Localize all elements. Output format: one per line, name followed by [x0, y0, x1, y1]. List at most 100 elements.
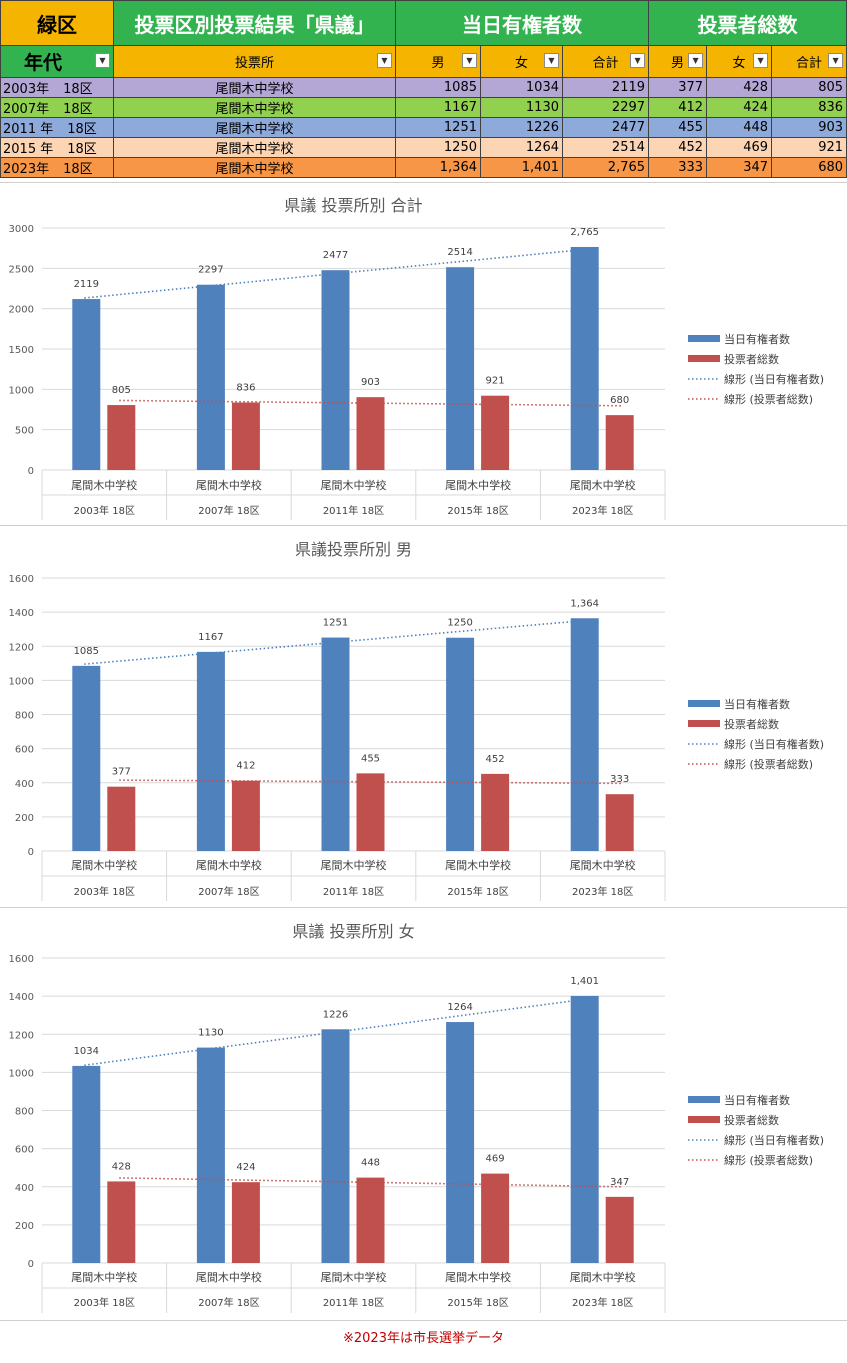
place-header-label: 投票所 — [234, 56, 274, 71]
y-tick-label: 1500 — [9, 345, 34, 356]
category-group-label: 2023年 18区 — [572, 1296, 633, 1309]
voters-total-cell[interactable]: 2514 — [561, 137, 650, 158]
voters-male-label: 男 — [431, 56, 445, 71]
data-label: 424 — [236, 1162, 255, 1173]
voters-male-header[interactable]: 男 ▼ — [395, 45, 481, 78]
y-tick-label: 600 — [15, 745, 34, 756]
table-row[interactable]: 2003年 18区 尾間木中学校 1085 1034 2119 377 428 805 — [0, 77, 847, 98]
voters-male-cell[interactable]: 1251 — [395, 117, 481, 138]
voters-male-cell[interactable]: 1167 — [395, 97, 481, 118]
voters-female-cell[interactable]: 1034 — [480, 77, 563, 98]
voters-total-cell[interactable]: 2119 — [561, 77, 650, 98]
year-cell[interactable]: 2003年 18区 — [0, 77, 114, 98]
voters-male-cell[interactable]: 1085 — [395, 77, 481, 98]
turnout-male-cell[interactable]: 377 — [648, 77, 708, 98]
voters-female-cell[interactable]: 1130 — [480, 97, 563, 118]
turnout-total-cell[interactable]: 921 — [771, 137, 847, 158]
voters-female-cell[interactable]: 1226 — [480, 117, 563, 138]
turnout-female-cell[interactable]: 448 — [706, 117, 773, 138]
category-group-label: 2003年 18区 — [74, 885, 135, 898]
bar-turnout — [231, 1182, 260, 1263]
chart-total: 県議 投票所別 合計 0 500 1000 1500 2000 2500 3000 2119 80… — [0, 182, 847, 525]
place-header[interactable]: 投票所 ▼ — [113, 45, 396, 78]
voters-total-cell[interactable]: 2477 — [561, 117, 650, 138]
category-group-label: 2003年 18区 — [74, 1296, 135, 1309]
year-cell[interactable]: 2023年 18区 — [0, 157, 114, 178]
turnout-male-header[interactable]: 男 ▼ — [648, 45, 708, 78]
turnout-total-cell[interactable]: 680 — [771, 157, 847, 178]
filter-dropdown-icon[interactable]: ▼ — [95, 53, 110, 68]
turnout-total-cell[interactable]: 903 — [771, 117, 847, 138]
filter-dropdown-icon[interactable]: ▼ — [828, 53, 844, 68]
turnout-female-cell[interactable]: 347 — [706, 157, 773, 178]
category-label: 尾間木中学校 — [71, 478, 137, 492]
category-label: 尾間木中学校 — [196, 1270, 262, 1284]
table-row[interactable]: 2015 年 18区 尾間木中学校 1250 1264 2514 452 469 921 — [0, 137, 847, 158]
filter-dropdown-icon[interactable]: ▼ — [630, 53, 646, 68]
voters-female-header[interactable]: 女 ▼ — [480, 45, 563, 78]
voters-female-cell[interactable]: 1,401 — [480, 157, 563, 178]
turnout-male-cell[interactable]: 455 — [648, 117, 708, 138]
bar-turnout — [231, 780, 260, 851]
turnout-male-cell[interactable]: 452 — [648, 137, 708, 158]
bar-voters — [321, 1029, 350, 1263]
y-tick-label: 2000 — [9, 305, 34, 316]
year-cell[interactable]: 2015 年 18区 — [0, 137, 114, 158]
table-row[interactable]: 2007年 18区 尾間木中学校 1167 1130 2297 412 424 836 — [0, 97, 847, 118]
data-label: 2297 — [198, 265, 223, 276]
turnout-female-header[interactable]: 女 ▼ — [706, 45, 773, 78]
filter-dropdown-icon[interactable]: ▼ — [688, 53, 704, 68]
filter-dropdown-icon[interactable]: ▼ — [462, 53, 477, 68]
category-group-label: 2023年 18区 — [572, 885, 633, 898]
year-cell[interactable]: 2007年 18区 — [0, 97, 114, 118]
turnout-female-cell[interactable]: 428 — [706, 77, 773, 98]
voters-male-cell[interactable]: 1250 — [395, 137, 481, 158]
filter-active-icon[interactable]: ▼ — [377, 53, 392, 68]
place-cell[interactable]: 尾間木中学校 — [113, 117, 396, 138]
bar-voters — [72, 1065, 101, 1263]
chart-total-svg: 県議 投票所別 合計 0 500 1000 1500 2000 2500 3000 2119 80… — [9, 196, 824, 520]
place-cell[interactable]: 尾間木中学校 — [113, 77, 396, 98]
place-cell[interactable]: 尾間木中学校 — [113, 157, 396, 178]
turnout-female-label: 女 — [732, 56, 746, 71]
voters-female-label: 女 — [514, 56, 528, 71]
category-label: 尾間木中学校 — [71, 1270, 137, 1284]
data-label: 455 — [361, 753, 380, 764]
voters-total-cell[interactable]: 2,765 — [561, 157, 650, 178]
data-label: 412 — [236, 761, 255, 772]
y-tick-label: 600 — [15, 1145, 34, 1156]
voters-male-cell[interactable]: 1,364 — [395, 157, 481, 178]
age-header[interactable]: 年代 ▼ — [0, 45, 114, 78]
place-cell[interactable]: 尾間木中学校 — [113, 137, 396, 158]
trendline-voters — [84, 998, 587, 1067]
legend-swatch — [688, 355, 720, 362]
table-row[interactable]: 2023年 18区 尾間木中学校 1,364 1,401 2,765 333 347 680 — [0, 157, 847, 178]
year-cell[interactable]: 2011 年 18区 — [0, 117, 114, 138]
voters-female-cell[interactable]: 1264 — [480, 137, 563, 158]
turnout-female-cell[interactable]: 424 — [706, 97, 773, 118]
voters-total-cell[interactable]: 2297 — [561, 97, 650, 118]
place-cell[interactable]: 尾間木中学校 — [113, 97, 396, 118]
bar-voters — [321, 637, 350, 851]
turnout-male-cell[interactable]: 412 — [648, 97, 708, 118]
table-row[interactable]: 2011 年 18区 尾間木中学校 1251 1226 2477 455 448 903 — [0, 117, 847, 138]
turnout-total-cell[interactable]: 836 — [771, 97, 847, 118]
turnout-total-cell[interactable]: 805 — [771, 77, 847, 98]
turnout-total-header[interactable]: 合計 ▼ — [771, 45, 847, 78]
y-tick-label: 1200 — [9, 642, 34, 653]
turnout-female-cell[interactable]: 469 — [706, 137, 773, 158]
voters-total-header[interactable]: 合計 ▼ — [561, 45, 650, 78]
filter-dropdown-icon[interactable]: ▼ — [544, 53, 559, 68]
data-label: 2,765 — [570, 227, 599, 238]
legend-swatch — [688, 700, 720, 707]
bar-turnout — [481, 1173, 510, 1263]
filter-dropdown-icon[interactable]: ▼ — [753, 53, 769, 68]
voters-group-header: 当日有権者数 — [394, 0, 650, 46]
data-label: 469 — [486, 1154, 505, 1165]
data-label: 836 — [236, 383, 255, 394]
data-label: 377 — [112, 767, 131, 778]
bar-voters — [570, 618, 599, 851]
category-label: 尾間木中学校 — [570, 478, 636, 492]
category-label: 尾間木中学校 — [71, 858, 137, 872]
turnout-male-cell[interactable]: 333 — [648, 157, 708, 178]
